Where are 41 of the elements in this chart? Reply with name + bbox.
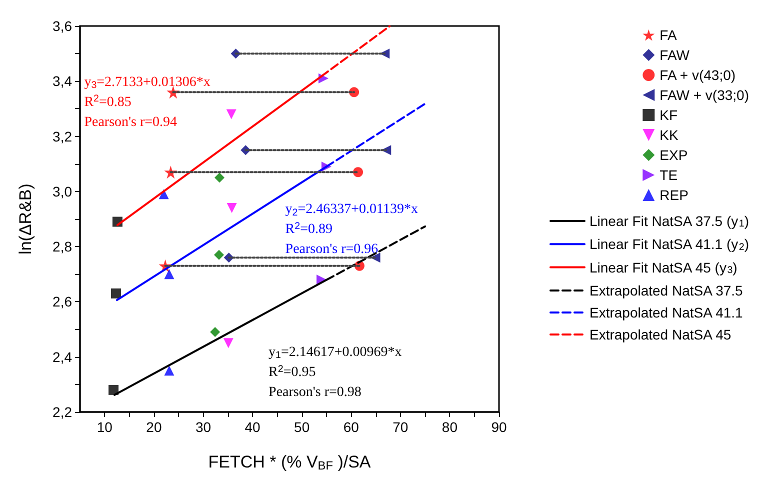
legend-label: Extrapolated NatSA 37.5 [589,282,744,298]
y-tick-label: 2,2 [52,404,72,420]
legend-label: Extrapolated NatSA 45 [589,326,732,342]
point [164,366,174,376]
point [110,288,121,298]
y-tick-label: 3,4 [52,73,72,90]
y-tick-label: 2,6 [52,294,72,310]
legend-label: EXP [660,147,688,163]
point [223,338,234,348]
legend-label: FAW [660,47,690,63]
point [353,167,364,178]
legend-label: Extrapolated NatSA 41.1 [589,304,744,320]
y-axis-title: ln(ΔR&B) [16,184,35,254]
x-tick-label: 50 [294,419,310,435]
x-tick-label: 40 [244,419,261,435]
y-tick-label: 3,0 [52,183,72,200]
x-tick-label: 90 [491,419,507,435]
legend-label: KK [660,127,679,143]
x-tick-label: 70 [392,419,408,435]
x-tick-label: 20 [146,419,162,435]
point [226,109,236,120]
legend-label: TE [660,167,678,183]
point [210,327,220,338]
x-tick-label: 60 [343,419,360,435]
point [164,269,174,280]
legend-label: FA [660,27,678,43]
y-tick-label: 2,4 [52,348,72,365]
point [226,202,237,213]
legend-label: REP [660,187,688,203]
legend-label: KF [660,107,678,123]
y-tick-label: 2,8 [52,238,72,255]
point [214,172,224,183]
y-tick-label: 3,6 [52,18,72,34]
y-tick-label: 3,2 [52,128,72,144]
x-tick-label: 30 [195,419,212,435]
point [108,384,119,395]
legend-label: FAW + v(33;0) [660,87,750,103]
x-tick-label: 10 [96,419,113,435]
point [214,250,224,260]
legend-label: FA + v(43;0) [660,67,736,83]
x-tick-label: 80 [442,419,458,435]
